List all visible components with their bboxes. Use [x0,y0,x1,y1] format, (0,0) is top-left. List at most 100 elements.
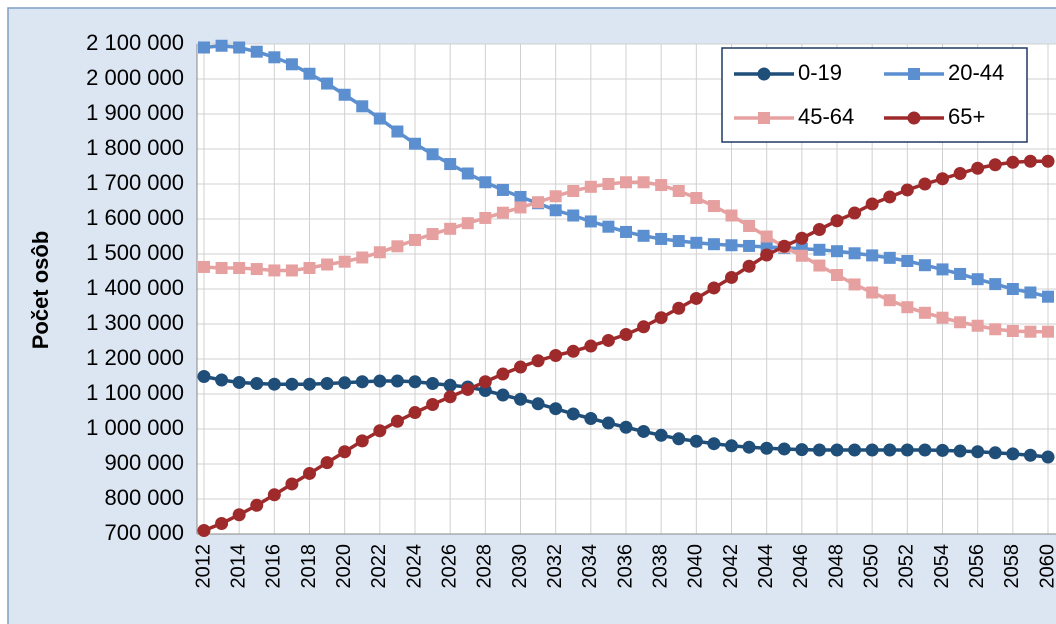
data-point [514,392,527,406]
legend-marker [758,112,770,124]
data-point [250,377,264,390]
x-tick-label: 2030 [509,544,531,589]
legend-label: 45-64 [798,104,854,129]
data-point [531,397,545,411]
data-point [549,402,563,416]
data-point [426,377,440,390]
data-point [918,306,931,319]
data-point [496,388,510,402]
data-point [409,137,421,150]
data-point [549,190,562,203]
data-point [408,406,422,420]
x-tick-label: 2056 [966,544,988,589]
data-point [373,246,386,259]
data-point [514,201,527,214]
data-point [725,239,738,252]
data-point [549,349,563,362]
data-point [215,373,229,387]
data-point [918,177,932,191]
data-point [584,180,597,193]
data-point [971,161,985,175]
data-point [461,167,474,180]
data-point [1024,325,1037,338]
data-point [777,442,791,456]
data-point [444,158,457,171]
data-point [936,311,949,324]
data-point [215,39,228,52]
data-point [355,375,369,389]
data-point [637,320,651,334]
data-point [655,179,668,192]
data-point [285,477,299,491]
data-point [988,158,1002,172]
data-point [338,445,352,459]
data-point [918,443,932,457]
data-point [479,211,492,224]
data-point [496,206,509,219]
data-point [760,248,774,262]
data-point [567,185,580,197]
data-point [303,377,316,391]
data-point [760,441,774,455]
y-tick-label: 1 900 000 [86,100,184,125]
y-tick-label: 1 100 000 [86,380,184,405]
data-point [303,466,316,480]
data-point [479,176,492,189]
legend-label: 65+ [948,104,985,129]
x-tick-label: 2044 [755,544,777,589]
x-tick-label: 2048 [825,544,847,589]
data-point [954,316,967,329]
data-point [532,196,545,209]
data-point [443,390,457,404]
data-point [409,234,421,246]
x-tick-label: 2058 [1001,544,1023,589]
y-tick-label: 700 000 [104,520,184,545]
data-point [971,319,984,332]
data-point [320,456,334,470]
data-point [672,235,685,248]
data-point [654,428,668,442]
data-point [954,267,967,280]
data-point [1006,447,1020,461]
y-tick-label: 800 000 [104,485,184,510]
data-point [725,209,738,222]
data-point [883,443,897,457]
data-point [988,446,1002,460]
legend-marker [908,68,920,80]
data-point [566,344,580,358]
y-tick-label: 1 500 000 [86,240,184,265]
data-point [777,239,791,253]
y-tick-label: 1 200 000 [86,345,184,370]
data-point [707,200,720,213]
data-point [936,172,949,186]
data-point [356,100,369,113]
data-point [373,424,387,438]
y-tick-label: 1 300 000 [86,310,184,335]
data-point [584,339,598,353]
data-point [743,220,756,232]
data-point [901,301,914,314]
data-point [813,243,826,256]
data-point [197,524,211,537]
x-tick-label: 2050 [860,544,882,589]
data-point [601,416,615,430]
data-point [267,488,281,502]
data-point [215,517,229,530]
data-point [690,192,703,204]
data-point [338,255,351,268]
data-point [989,323,1002,336]
data-point [496,367,510,381]
x-tick-label: 2042 [720,544,742,589]
data-point [848,247,861,260]
data-point [707,238,720,251]
data-point [953,444,967,458]
data-point [602,220,615,233]
data-point [900,443,914,457]
data-point [971,273,984,286]
x-tick-label: 2020 [333,544,355,589]
x-tick-label: 2018 [298,544,320,589]
data-point [496,183,509,196]
data-point [584,215,597,228]
data-point [232,508,246,522]
